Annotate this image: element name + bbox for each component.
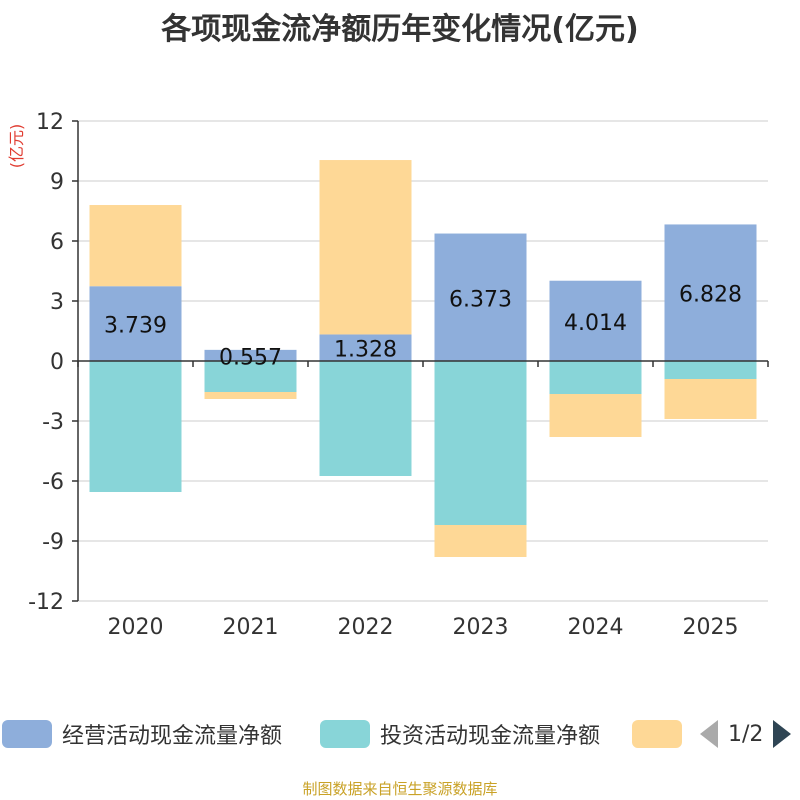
y-tick-label: 6 — [50, 230, 64, 255]
legend-item-operating[interactable]: 经营活动现金流量净额 — [2, 716, 282, 752]
bar-operating-2021 — [204, 349, 297, 361]
data-label: 6.373 — [449, 287, 512, 312]
x-tick-label: 2024 — [568, 615, 624, 640]
data-label: 6.828 — [679, 283, 742, 308]
bar-other-2022 — [319, 160, 412, 335]
data-label: 1.328 — [334, 338, 397, 363]
legend-pager: 1/2 — [700, 716, 792, 752]
legend-swatch-investing — [320, 720, 370, 748]
legend-label-operating: 经营活动现金流量净额 — [62, 724, 283, 749]
source-note: 制图数据来自恒生聚源数据库 — [302, 780, 498, 798]
y-tick-label: 3 — [50, 290, 64, 315]
bar-operating-2023 — [434, 233, 527, 361]
bar-investing-2020 — [89, 361, 182, 492]
x-tick-label: 2025 — [683, 615, 739, 640]
bar-operating-2020 — [89, 286, 182, 361]
y-tick-label: 12 — [36, 110, 64, 135]
x-tick-label: 2023 — [453, 615, 509, 640]
y-axis-label: (亿元) — [7, 124, 26, 169]
y-tick-label: -12 — [28, 590, 64, 615]
legend: 经营活动现金流量净额 投资活动现金流量净额 1/2 — [0, 716, 800, 756]
bar-operating-2024 — [549, 280, 642, 361]
bar-operating-2025 — [664, 224, 757, 361]
y-tick-label: 9 — [50, 170, 64, 195]
y-tick-label: -6 — [42, 470, 64, 495]
legend-item-investing[interactable]: 投资活动现金流量净额 — [320, 716, 600, 752]
bar-investing-2025 — [664, 361, 757, 379]
legend-item-third[interactable] — [632, 716, 682, 752]
bar-other-2020 — [89, 205, 182, 287]
data-label: 3.739 — [104, 314, 167, 339]
x-tick-label: 2021 — [223, 615, 279, 640]
x-tick-label: 2020 — [108, 615, 164, 640]
bar-other-2021 — [204, 392, 297, 399]
bar-investing-2022 — [319, 361, 412, 476]
data-label: 0.557 — [219, 345, 282, 370]
bar-investing-2023 — [434, 361, 527, 525]
bar-other-2025 — [664, 379, 757, 419]
y-tick-label: 0 — [50, 350, 64, 375]
x-tick-label: 2022 — [338, 615, 394, 640]
bar-investing-2021 — [204, 361, 297, 392]
data-label: 4.014 — [564, 311, 627, 336]
y-tick-label: -9 — [42, 530, 64, 555]
legend-prev-arrow-icon[interactable] — [700, 720, 718, 748]
y-tick-label: -3 — [42, 410, 64, 435]
chart-title: 各项现金流净额历年变化情况(亿元) — [161, 12, 639, 47]
legend-label-investing: 投资活动现金流量净额 — [380, 724, 601, 749]
legend-swatch-operating — [2, 720, 52, 748]
legend-page-indicator: 1/2 — [728, 721, 764, 747]
legend-next-arrow-icon[interactable] — [773, 720, 792, 748]
bar-other-2024 — [549, 394, 642, 437]
bar-operating-2022 — [319, 334, 412, 361]
bar-investing-2024 — [549, 361, 642, 394]
legend-swatch-third — [632, 720, 682, 748]
bar-other-2023 — [434, 525, 527, 557]
